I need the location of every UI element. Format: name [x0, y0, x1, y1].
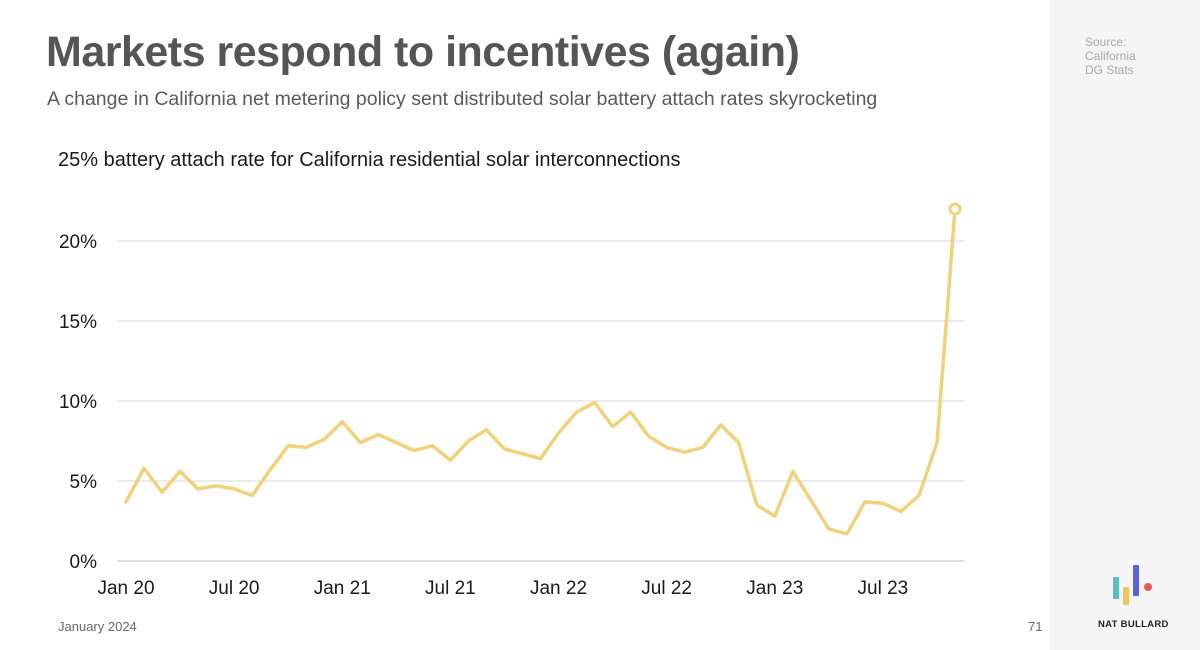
y-tick-label: 15%: [59, 312, 97, 333]
gridlines: [117, 240, 964, 562]
logo-bar-blue: [1133, 565, 1139, 596]
x-tick-label: Jan 20: [97, 578, 154, 599]
x-tick-label: Jan 23: [746, 578, 803, 599]
y-tick-label: 20%: [59, 232, 97, 253]
slide-main-area: Markets respond to incentives (again) A …: [46, 28, 1043, 634]
logo-bar-teal: [1113, 577, 1119, 599]
brand-logo: [1113, 565, 1152, 605]
slide-subtitle: A change in California net metering poli…: [47, 88, 878, 110]
x-tick-label: Jul 23: [858, 578, 909, 599]
x-tick-label: Jul 21: [425, 578, 476, 599]
x-tick-label: Jul 20: [209, 578, 260, 599]
slide-title: Markets respond to incentives (again): [46, 28, 800, 76]
last-point-marker: [948, 202, 962, 216]
y-tick-label: 5%: [70, 472, 98, 493]
brand-name: NAT BULLARD: [1098, 619, 1169, 630]
x-tick-label: Jan 21: [314, 578, 371, 599]
logo-dot-red: [1144, 583, 1152, 591]
y-axis-tick-labels: 0% 5% 10% 15% 20%: [59, 232, 97, 573]
chart-title: 25% battery attach rate for California r…: [58, 149, 681, 171]
series-line: [124, 207, 957, 536]
y-tick-label: 10%: [59, 392, 97, 413]
series-layer: [124, 202, 962, 536]
x-tick-label: Jul 22: [641, 578, 692, 599]
x-axis-tick-labels: Jan 20 Jul 20 Jan 21 Jul 21 Jan 22 Jul 22 Jan …: [97, 578, 908, 599]
footer-date: January 2024: [58, 619, 137, 634]
x-tick-label: Jan 22: [530, 578, 587, 599]
line-chart: 0%5%10%15%20% Jan 20 Jul 20 Jan 21 Jul 21 Ja…: [59, 202, 964, 599]
source-note: Source: California DG Stats: [1085, 35, 1136, 77]
sidebar-panel: [1050, 0, 1200, 650]
logo-bar-yellow: [1123, 587, 1129, 605]
page-number: 71: [1028, 619, 1043, 634]
y-tick-label: 0%: [70, 552, 98, 573]
